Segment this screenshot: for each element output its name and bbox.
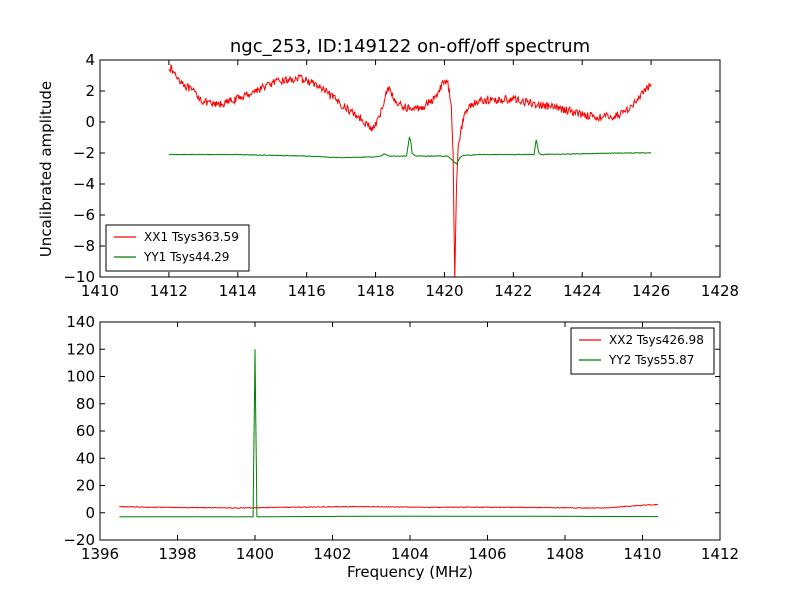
legend-entry: YY1 Tsys44.29 [143,250,229,264]
y-tick-label: 2 [85,82,95,100]
legend-entry: XX2 Tsys426.98 [609,333,704,347]
x-tick-label: 1410 [81,282,119,300]
y-tick-label: −8 [73,237,95,255]
x-tick-label: 1404 [391,545,429,563]
x-tick-label: 1416 [288,282,326,300]
y-tick-label: 60 [76,422,95,440]
y-tick-label: 4 [85,51,95,69]
x-axis-label: Frequency (MHz) [347,563,473,581]
y-tick-label: 0 [85,504,95,522]
plot-frame [99,321,721,541]
series-line-yy1 [168,135,652,165]
x-tick-label: 1420 [425,282,463,300]
y-tick-label: 100 [66,368,95,386]
plot-frame [99,59,721,278]
chart-title: ngc_253, ID:149122 on-off/off spectrum [230,36,590,57]
legend-entry: YY2 Tsys55.87 [608,353,694,367]
x-tick-label: 1428 [701,282,739,300]
x-tick-label: 1406 [468,545,506,563]
y-tick-label: 0 [85,113,95,131]
y-tick-label: −20 [63,531,95,549]
bottom-spectrum-plot: 1396 1398 1400 1402 1404 1406 1408 1410 1412 −20 0… [63,313,739,563]
y-tick-label: 40 [76,449,95,467]
x-tick-label: 1412 [150,282,188,300]
legend: XX2 Tsys426.98 YY2 Tsys55.87 [570,327,715,375]
x-tick-label: 1396 [81,545,119,563]
y-tick-label: −6 [73,206,95,224]
legend: XX1 Tsys363.59 YY1 Tsys44.29 [105,224,250,272]
y-tick-label: −2 [73,144,95,162]
series-line-yy2 [119,349,659,518]
x-tick-label: 1422 [494,282,532,300]
x-tick-label: 1410 [623,545,661,563]
legend-box [570,327,715,375]
y-tick-label: −4 [73,175,95,193]
x-tick-label: 1426 [632,282,670,300]
x-tick-label: 1418 [356,282,394,300]
series-line-xx1 [168,63,652,277]
x-tick-label: 1424 [563,282,601,300]
x-tick-label: 1402 [313,545,351,563]
legend-entry: XX1 Tsys363.59 [144,230,239,244]
x-tick-label: 1414 [219,282,257,300]
y-axis-label: Uncalibrated amplitude [37,81,55,257]
y-tick-label: 140 [66,313,95,331]
x-tick-label: 1408 [546,545,584,563]
y-tick-label: −10 [63,268,95,286]
y-tick-label: 80 [76,395,95,413]
top-spectrum-plot: 1410 1412 1414 1416 1418 1420 1422 1424 1426 1428… [63,51,739,300]
x-tick-label: 1398 [158,545,196,563]
x-tick-label: 1400 [236,545,274,563]
x-tick-label: 1412 [701,545,739,563]
y-tick-label: 120 [66,340,95,358]
legend-box [105,224,250,272]
y-tick-label: 20 [76,477,95,495]
series-line-xx2 [119,503,659,509]
